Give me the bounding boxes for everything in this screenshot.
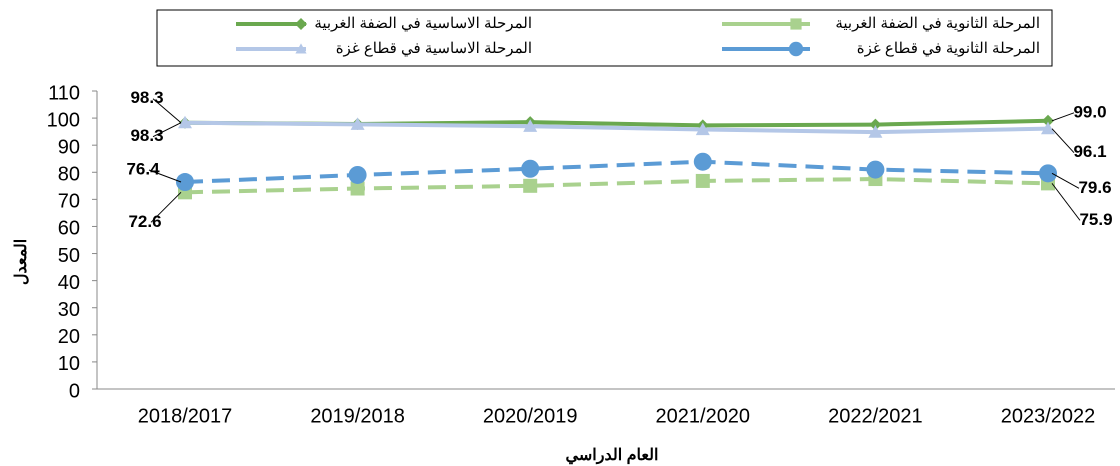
legend-marker bbox=[295, 43, 307, 54]
leader-line bbox=[1051, 112, 1075, 122]
leader-line bbox=[152, 98, 182, 124]
y-tick-label: 0 bbox=[69, 380, 80, 402]
data-label: 76.4 bbox=[126, 160, 160, 179]
marker bbox=[523, 119, 538, 132]
data-label: 72.6 bbox=[128, 212, 161, 231]
marker bbox=[1041, 121, 1055, 135]
legend-marker bbox=[790, 18, 802, 30]
x-tick-label: 2020/2019 bbox=[483, 405, 578, 427]
y-tick-label: 80 bbox=[58, 164, 80, 186]
series-line bbox=[184, 120, 1049, 135]
marker bbox=[866, 160, 885, 179]
leader-line bbox=[152, 122, 182, 138]
legend-label: المرحلة الثانوية في الضفة الغربية bbox=[835, 15, 1040, 32]
marker bbox=[693, 152, 712, 171]
marker bbox=[178, 115, 192, 129]
x-axis-title: العام الدراسي bbox=[566, 447, 659, 465]
y-tick-label: 100 bbox=[47, 109, 80, 131]
marker bbox=[1042, 114, 1054, 127]
data-label: 99.0 bbox=[1073, 102, 1106, 121]
leader-line bbox=[148, 169, 182, 183]
marker bbox=[695, 173, 710, 188]
series-line bbox=[184, 159, 1049, 185]
y-axis-title: المعدل bbox=[13, 239, 30, 285]
series-line bbox=[184, 177, 1049, 195]
marker bbox=[521, 159, 540, 178]
leader-line bbox=[1051, 183, 1081, 221]
data-label: 98.3 bbox=[130, 88, 163, 107]
marker bbox=[868, 125, 883, 138]
marker bbox=[350, 181, 365, 196]
leader-line bbox=[1051, 172, 1080, 189]
data-label: 79.6 bbox=[1078, 178, 1111, 197]
x-tick-label: 2018/2017 bbox=[138, 405, 233, 427]
y-tick-label: 40 bbox=[58, 272, 80, 294]
y-tick-label: 60 bbox=[58, 218, 80, 240]
data-label: 96.1 bbox=[1073, 142, 1106, 161]
marker bbox=[1039, 164, 1057, 183]
marker bbox=[350, 117, 365, 130]
marker bbox=[523, 178, 538, 193]
legend-box bbox=[156, 9, 1053, 67]
y-tick-label: 70 bbox=[58, 191, 80, 213]
x-tick-label: 2023/2022 bbox=[1001, 405, 1096, 427]
legend-label: المرحلة الاساسية في قطاع غزة bbox=[336, 40, 532, 57]
marker bbox=[695, 122, 710, 136]
marker bbox=[869, 118, 882, 131]
legend-label: المرحلة الثانوية في قطاع غزة bbox=[857, 40, 1040, 57]
legend-marker bbox=[295, 18, 307, 30]
x-tick-label: 2021/2020 bbox=[656, 405, 751, 427]
y-tick-label: 10 bbox=[58, 353, 80, 375]
data-label: 75.9 bbox=[1079, 210, 1112, 229]
legend-marker bbox=[788, 41, 804, 57]
y-tick-label: 50 bbox=[58, 245, 80, 267]
y-tick-label: 90 bbox=[58, 136, 80, 158]
marker bbox=[176, 173, 194, 192]
y-tick-label: 110 bbox=[48, 82, 80, 104]
y-tick-label: 20 bbox=[58, 326, 80, 348]
y-tick-label: 30 bbox=[58, 299, 80, 321]
legend-label: المرحلة الاساسية في الضفة الغربية bbox=[314, 15, 532, 32]
x-tick-label: 2022/2021 bbox=[828, 405, 923, 427]
leader-line bbox=[1051, 128, 1075, 153]
x-tick-label: 2019/2018 bbox=[310, 405, 405, 427]
data-label: 98.3 bbox=[130, 126, 163, 145]
leader-line bbox=[150, 191, 182, 223]
marker bbox=[348, 165, 367, 184]
